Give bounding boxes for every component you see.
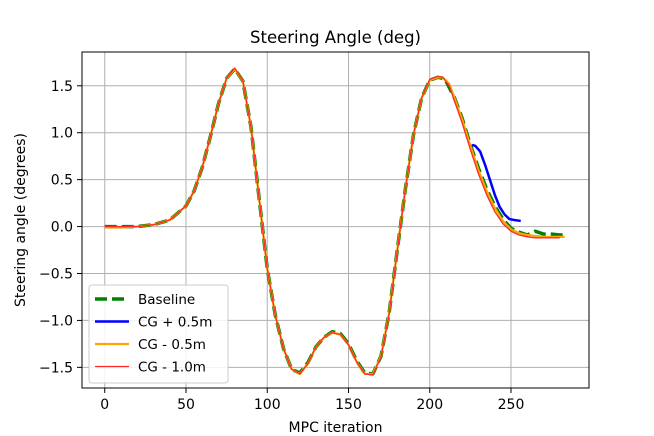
series-line-cg-1-0m — [104, 67, 560, 376]
plot-area-frame — [81, 51, 590, 389]
y-axis-label: Steering angle (degrees) — [13, 133, 29, 307]
y-tick-label: 0.0 — [51, 220, 73, 236]
y-tick-label: −0.5 — [39, 266, 73, 282]
series-line-cg-0-5m — [471, 143, 521, 223]
legend-label-cg-0-5m: CG - 0.5m — [138, 337, 206, 353]
legend: Baseline CG + 0.5m CG - 0.5m CG - 1.0m — [88, 284, 229, 384]
x-axis-label: MPC iteration — [289, 420, 383, 436]
x-tick-label: 200 — [416, 397, 443, 413]
legend-label-cg-0-5m: CG + 0.5m — [138, 315, 212, 331]
x-tick-label: 150 — [335, 397, 362, 413]
y-tick-label: 1.0 — [51, 126, 73, 142]
x-tick-label: 100 — [254, 397, 281, 413]
axis-ticks: 0 50 100 150 200 250 −1.5 −1.0 −0.5 0.0 0.5 1.0 1.5 — [39, 79, 524, 413]
y-tick-label: 0.5 — [51, 173, 73, 189]
x-tick-label: 250 — [498, 397, 525, 413]
legend-box — [88, 284, 229, 384]
x-tick-label: 50 — [177, 397, 195, 413]
legend-label-cg-1-0m: CG - 1.0m — [138, 360, 206, 376]
series-lines — [104, 67, 565, 376]
y-tick-label: −1.5 — [39, 360, 73, 376]
y-tick-label: 1.5 — [51, 79, 73, 95]
chart-title: Steering Angle (deg) — [250, 28, 421, 47]
y-tick-label: −1.0 — [39, 313, 73, 329]
legend-label-baseline: Baseline — [138, 292, 195, 308]
x-tick-label: 0 — [100, 397, 109, 413]
